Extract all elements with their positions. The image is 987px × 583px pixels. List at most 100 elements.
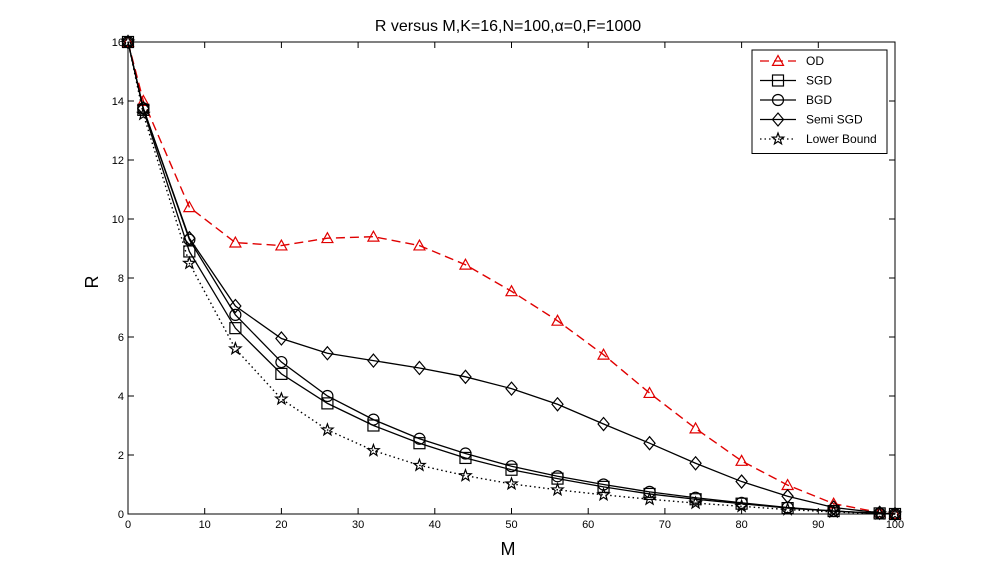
series-line [127, 41, 896, 515]
data-point [320, 422, 335, 437]
axes: 0 10 20 30 40 50 60 70 80 90 100 0 2 4 6 8 10 12 14 16 [112, 37, 904, 531]
data-point [367, 353, 380, 369]
data-point [734, 498, 749, 513]
data-point [458, 467, 473, 482]
legend-item: SGD [760, 74, 832, 88]
x-tick-label: 0 [125, 519, 131, 531]
x-tick-label: 20 [275, 519, 287, 531]
series-group [120, 34, 903, 522]
legend-marker [770, 131, 786, 146]
y-tick-label: 2 [118, 450, 124, 462]
data-point [320, 231, 334, 244]
data-point [121, 35, 135, 48]
data-point [550, 482, 565, 497]
x-tick-label: 30 [352, 519, 364, 531]
data-point [597, 347, 611, 360]
data-point [689, 421, 703, 434]
data-point [551, 314, 565, 326]
data-point [274, 391, 289, 406]
y-tick-label: 0 [118, 509, 124, 521]
data-point [227, 341, 243, 356]
legend-item: BGD [760, 93, 832, 107]
data-point [887, 506, 903, 521]
data-point [412, 238, 426, 251]
y-tick-label: 8 [118, 273, 124, 285]
legend-marker [771, 74, 785, 87]
legend-item: OD [760, 54, 824, 68]
y-tick-label: 4 [118, 391, 124, 403]
y-tick-label: 6 [118, 332, 124, 344]
x-tick-label: 40 [429, 519, 441, 531]
data-point [321, 345, 334, 361]
data-point [643, 435, 656, 451]
data-point [181, 255, 197, 270]
y-axis-label: R [82, 276, 102, 289]
data-point [551, 470, 564, 483]
legend-item: Semi SGD [760, 112, 863, 127]
legend-marker [771, 112, 785, 127]
x-tick-label: 90 [812, 519, 824, 531]
data-point [137, 100, 150, 116]
data-point [458, 257, 472, 270]
data-point [275, 331, 288, 346]
data-point [643, 386, 657, 399]
legend-label: OD [806, 54, 824, 68]
y-tick-label: 14 [112, 96, 124, 108]
legend-label: SGD [806, 74, 832, 88]
data-point [321, 397, 334, 410]
data-point [367, 413, 380, 426]
data-point [459, 451, 472, 465]
data-point [688, 495, 703, 510]
data-point [642, 491, 657, 506]
legend: OD SGD BGD Semi SGD Lower Bound [751, 49, 888, 154]
data-point [120, 34, 136, 49]
data-point [412, 457, 427, 472]
data-point [228, 235, 242, 248]
data-point [597, 416, 610, 432]
data-point [596, 487, 611, 502]
x-tick-label: 80 [735, 519, 747, 531]
data-point [366, 229, 380, 242]
data-point [229, 308, 242, 321]
data-point [780, 501, 796, 516]
legend-marker [771, 93, 785, 107]
data-point [505, 381, 518, 397]
y-tick-label: 12 [112, 155, 124, 167]
data-point [413, 432, 426, 445]
data-point [873, 505, 886, 521]
data-point [183, 230, 196, 246]
x-tick-label: 70 [659, 519, 671, 531]
y-tick-label: 16 [112, 37, 124, 49]
data-point [229, 322, 242, 335]
data-point [274, 238, 288, 251]
legend-marker [771, 54, 785, 67]
x-tick-label: 100 [886, 519, 904, 531]
data-point [735, 474, 748, 489]
data-point [182, 200, 196, 213]
data-point [643, 485, 656, 498]
data-point [413, 437, 426, 450]
y-tick-label: 10 [112, 214, 124, 226]
data-point [459, 369, 472, 385]
data-point [689, 455, 702, 471]
x-tick-label: 60 [582, 519, 594, 531]
series-line [127, 41, 896, 515]
data-point [504, 476, 519, 491]
data-point [229, 298, 242, 314]
legend-label: Semi SGD [806, 113, 863, 127]
data-point [872, 505, 888, 520]
series-semi-sgd [121, 34, 902, 522]
data-point [366, 442, 381, 457]
data-point [505, 460, 518, 473]
series-line [127, 41, 896, 515]
data-point [504, 284, 519, 297]
x-tick-label: 10 [199, 519, 211, 531]
legend-item: Lower Bound [760, 131, 877, 146]
data-point [735, 454, 749, 466]
x-tick-label: 50 [505, 519, 517, 531]
legend-label: Lower Bound [806, 132, 877, 146]
data-point [275, 367, 288, 380]
data-point [826, 504, 842, 519]
